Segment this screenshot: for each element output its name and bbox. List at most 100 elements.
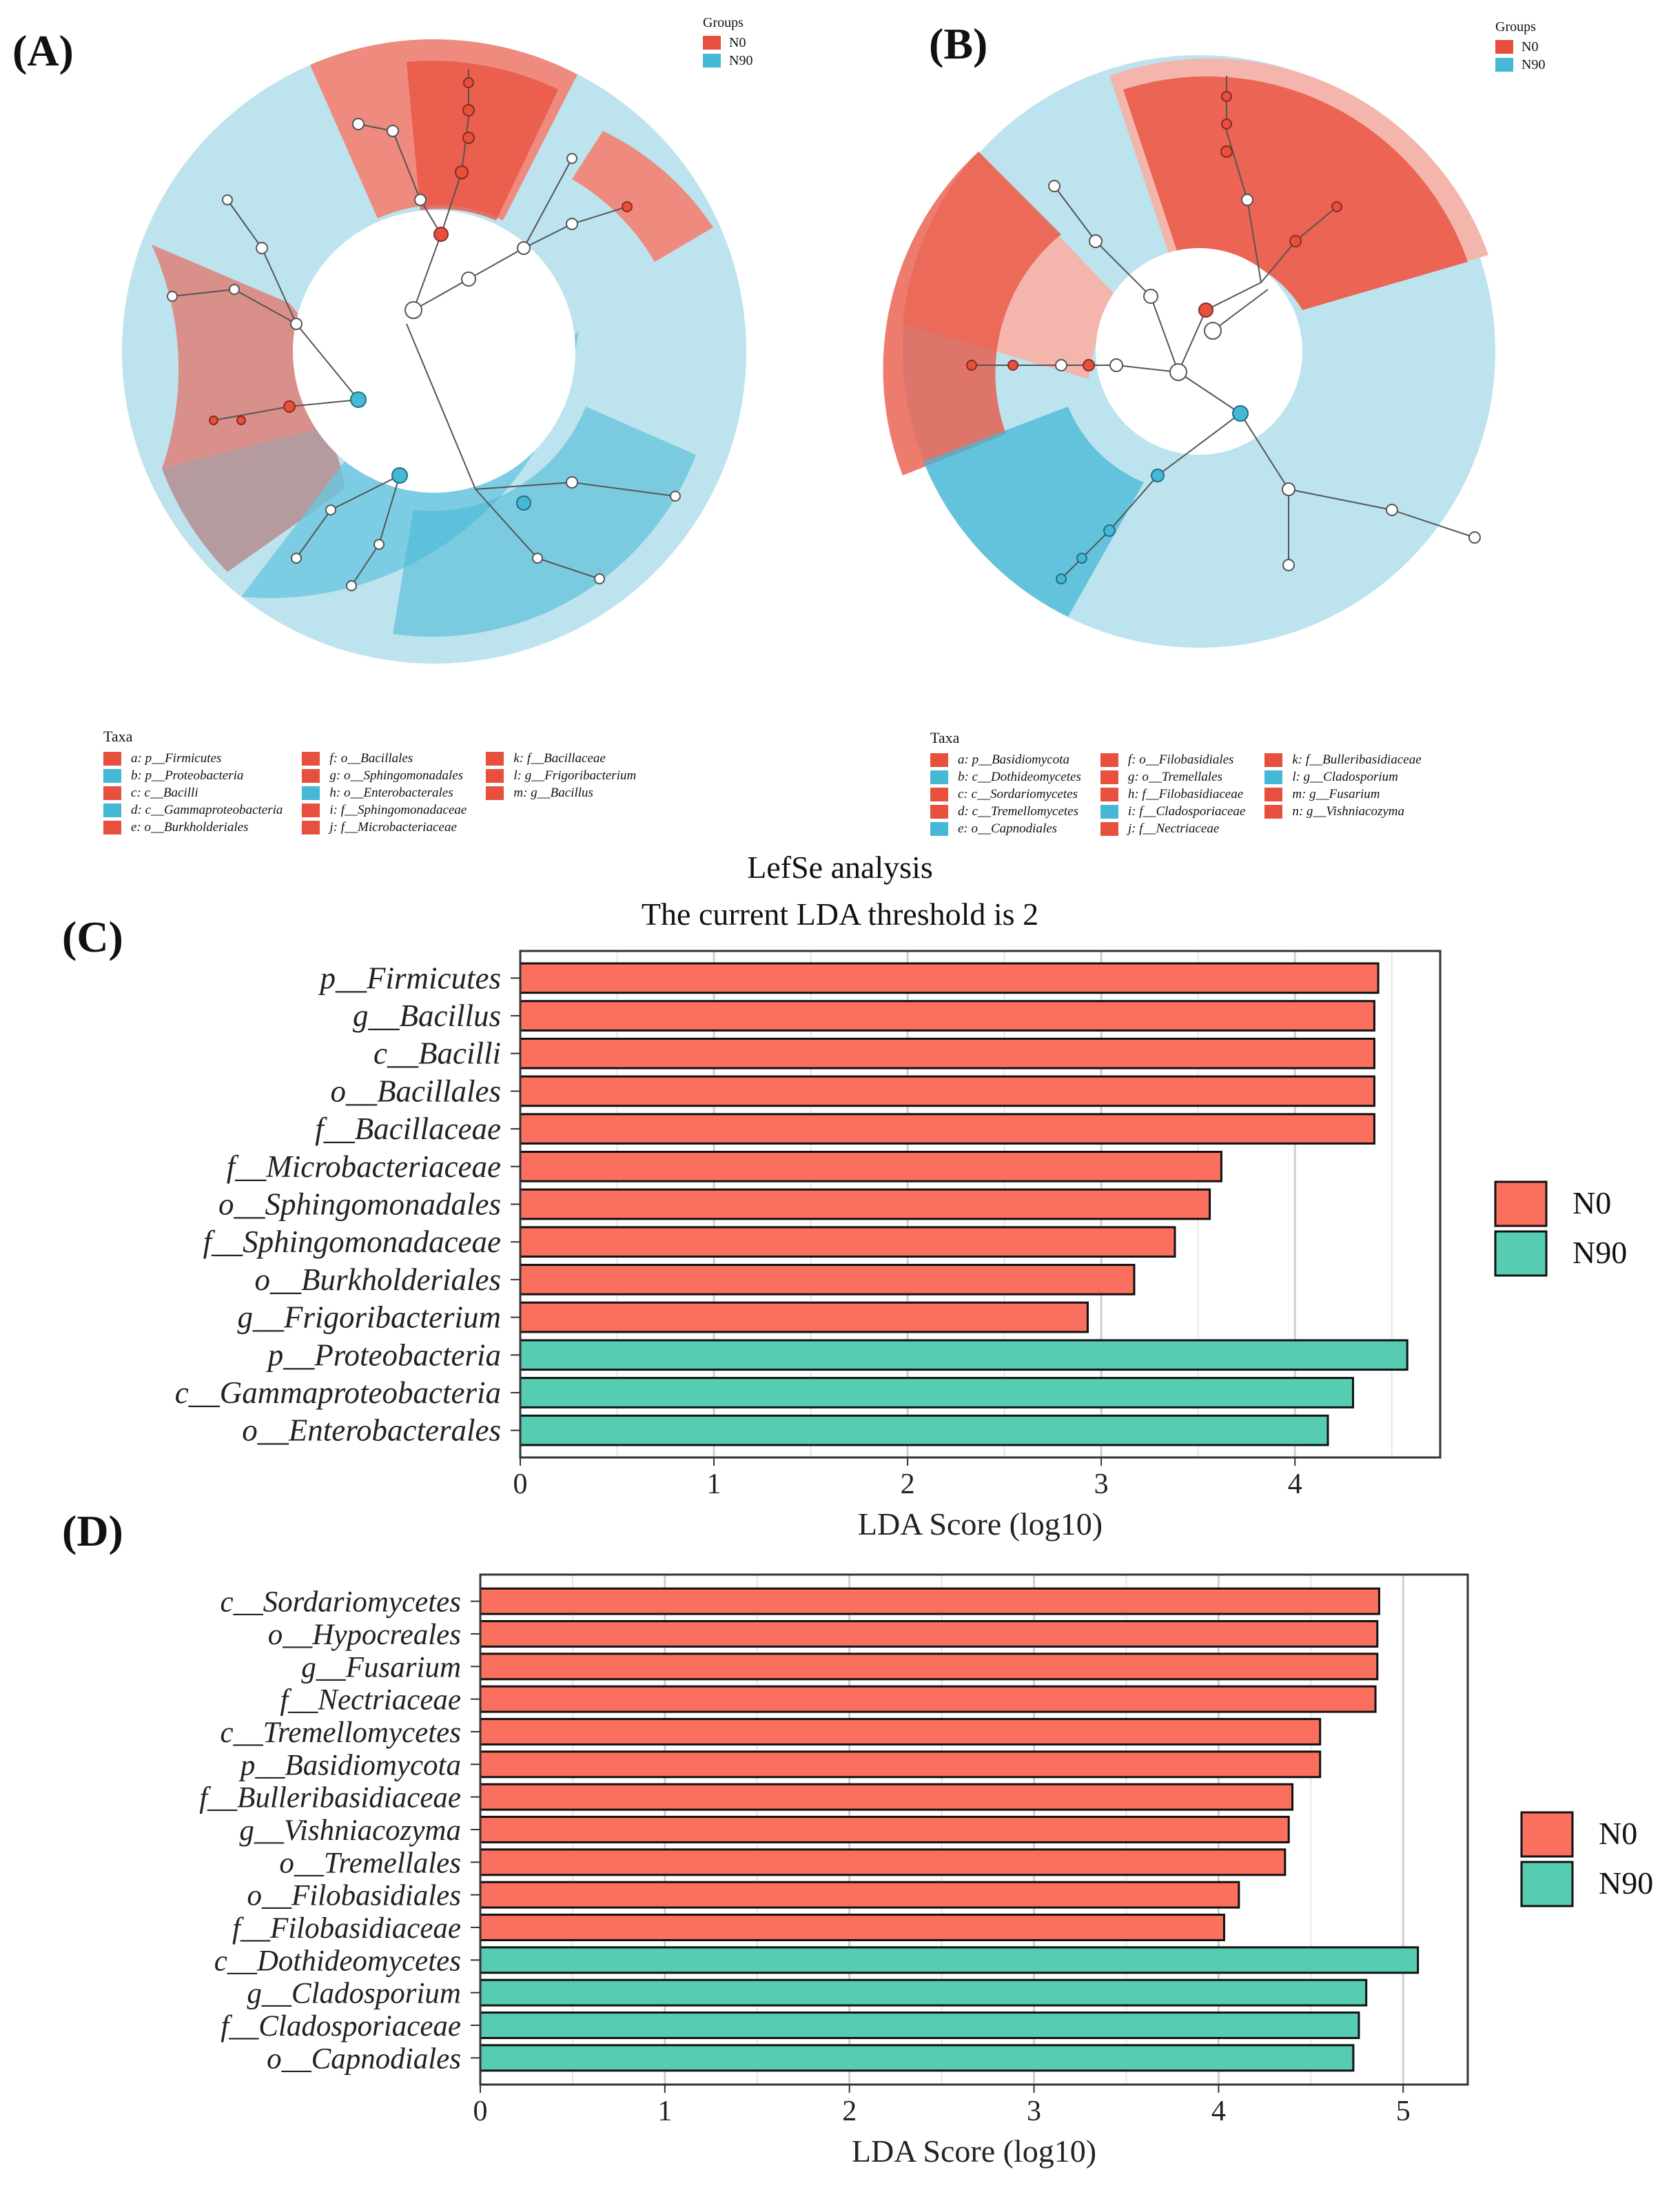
taxa-swatch bbox=[302, 786, 320, 800]
taxa-label: i: f__Sphingomonadaceae bbox=[329, 802, 467, 817]
taxa-swatch bbox=[302, 820, 320, 835]
y-tick-label: c__Gammaproteobacteria bbox=[175, 1375, 501, 1410]
taxa-swatch bbox=[1100, 804, 1118, 819]
legend-label-N0: N0 bbox=[1573, 1185, 1611, 1220]
taxa-swatch bbox=[1264, 753, 1283, 767]
groups-legend-b: Groups N0 N90 bbox=[1495, 19, 1545, 74]
clado-b-hole bbox=[1096, 248, 1302, 455]
clado-a-hole bbox=[293, 210, 575, 493]
groups-legend-a-n90-label: N90 bbox=[729, 52, 753, 68]
swatch-n90 bbox=[703, 54, 721, 68]
x-tick-label: 1 bbox=[707, 1468, 721, 1500]
legend-swatch-N0 bbox=[1520, 1811, 1574, 1858]
y-tick-label: g__Cladosporium bbox=[247, 1978, 461, 2010]
x-tick-label: 5 bbox=[1396, 2096, 1411, 2127]
taxa-label: l: g__Cladosporium bbox=[1292, 769, 1398, 784]
taxa-label: h: o__Enterobacterales bbox=[329, 785, 453, 800]
taxa-swatch bbox=[1100, 821, 1118, 836]
swatch-n90 bbox=[1495, 58, 1513, 72]
bar-p__Proteobacteria bbox=[519, 1339, 1408, 1371]
bar-o__Hypocreales bbox=[479, 1620, 1379, 1648]
panel-label-c: (C) bbox=[62, 912, 123, 961]
x-axis-label: LDA Score (log10) bbox=[858, 1506, 1103, 1542]
taxa-item: g: o__Tremellales bbox=[1100, 768, 1245, 786]
y-tick-label: c__Sordariomycetes bbox=[221, 1586, 461, 1619]
cladogram-b bbox=[883, 55, 1495, 648]
taxa-column: k: f__Bulleribasidiaceae l: g__Cladospori… bbox=[1264, 751, 1422, 837]
taxa-swatch bbox=[103, 768, 121, 783]
taxa-item: i: f__Sphingomonadaceae bbox=[302, 801, 467, 819]
y-tick-label: g__Bacillus bbox=[353, 999, 501, 1033]
swatch-n0 bbox=[1495, 40, 1513, 54]
panel-label-a: (A) bbox=[12, 26, 74, 75]
bar-f__Bacillaceae bbox=[519, 1113, 1375, 1145]
bar-g__Cladosporium bbox=[479, 1978, 1368, 2007]
taxa-item: a: p__Firmicutes bbox=[103, 750, 283, 767]
bar-g__Fusarium bbox=[479, 1652, 1379, 1681]
y-tick-label: o__Enterobacterales bbox=[242, 1413, 501, 1448]
plot-border bbox=[479, 1573, 1469, 2086]
x-tick-label: 2 bbox=[842, 2096, 857, 2127]
bar-g__Frigoribacterium bbox=[519, 1301, 1089, 1333]
taxa-column: f: o__Bacillales g: o__Sphingomonadales h:… bbox=[302, 750, 467, 836]
groups-legend-b-title: Groups bbox=[1495, 19, 1536, 34]
y-tick-label: c__Tremellomycetes bbox=[221, 1717, 461, 1749]
taxa-label: k: f__Bulleribasidiaceae bbox=[1292, 752, 1422, 767]
y-tick-label: f__Bulleribasidiaceae bbox=[199, 1782, 461, 1814]
taxa-item: c: c__Bacilli bbox=[103, 784, 283, 801]
y-tick-label: o__Tremellales bbox=[279, 1847, 461, 1879]
panel-label-d: (D) bbox=[62, 1506, 123, 1555]
bar-o__Tremellales bbox=[479, 1848, 1287, 1876]
bar-f__Microbacteriaceae bbox=[519, 1150, 1222, 1183]
taxa-swatch bbox=[486, 768, 504, 783]
clado-a-sector-burk2 bbox=[162, 427, 345, 572]
taxa-swatch bbox=[930, 804, 948, 819]
groups-legend-a-n0-label: N0 bbox=[729, 34, 746, 50]
bar-o__Capnodiales bbox=[479, 2044, 1355, 2072]
y-tick-label: o__Filobasidiales bbox=[247, 1880, 461, 1912]
taxa-swatch bbox=[1264, 770, 1283, 784]
y-tick-label: o__Hypocreales bbox=[268, 1619, 461, 1651]
groups-legend-b-n0-label: N0 bbox=[1522, 39, 1539, 54]
bar-o__Bacillales bbox=[519, 1075, 1375, 1107]
taxa-legend-b-title: Taxa bbox=[930, 729, 960, 746]
bar-c__Tremellomycetes bbox=[479, 1718, 1322, 1746]
y-tick-label: p__Proteobacteria bbox=[266, 1338, 501, 1372]
taxa-column: a: p__Firmicutes b: p__Proteobacteria c: c… bbox=[103, 750, 283, 836]
taxa-item: h: o__Enterobacterales bbox=[302, 784, 467, 801]
y-tick-label: f__Microbacteriaceae bbox=[227, 1149, 501, 1184]
y-tick-label: f__Bacillaceae bbox=[315, 1112, 501, 1146]
taxa-label: c: c__Sordariomycetes bbox=[958, 786, 1078, 801]
bar-o__Burkholderiales bbox=[519, 1264, 1136, 1296]
y-tick-label: o__Sphingomonadales bbox=[218, 1187, 501, 1222]
lda-chart-c: p__Firmicutes g__Bacillusc__Bacillio__Bac… bbox=[175, 950, 1627, 1542]
taxa-legend-b: Taxa a: p__Basidiomycota b: c__Dothideomy… bbox=[930, 729, 1441, 837]
taxa-column: k: f__Bacillaceae l: g__Frigoribacterium m… bbox=[486, 750, 636, 836]
taxa-swatch bbox=[930, 821, 948, 836]
lda-chart-d: c__Sordariomyceteso__Hypocrealesg__Fusar… bbox=[199, 1573, 1653, 2169]
bar-c__Bacilli bbox=[519, 1037, 1375, 1069]
taxa-item: l: g__Frigoribacterium bbox=[486, 767, 636, 784]
taxa-swatch bbox=[1264, 804, 1283, 819]
taxa-legend-b-columns: a: p__Basidiomycota b: c__Dothideomycetes… bbox=[930, 751, 1441, 837]
taxa-swatch bbox=[302, 803, 320, 817]
bar-c__Dothideomycetes bbox=[479, 1946, 1420, 1974]
taxa-swatch bbox=[1100, 787, 1118, 801]
y-tick-label: c__Dothideomycetes bbox=[214, 1945, 461, 1977]
bar-f__Sphingomonadaceae bbox=[519, 1226, 1176, 1258]
taxa-item: j: f__Nectriaceae bbox=[1100, 820, 1245, 837]
y-tick-label: f__Filobasidiaceae bbox=[232, 1912, 461, 1945]
taxa-item: n: g__Vishniacozyma bbox=[1264, 803, 1421, 820]
taxa-legend-a-title: Taxa bbox=[103, 728, 133, 745]
taxa-swatch bbox=[1100, 753, 1118, 767]
taxa-label: m: g__Fusarium bbox=[1292, 786, 1380, 801]
taxa-column: a: p__Basidiomycota b: c__Dothideomycetes… bbox=[930, 751, 1081, 837]
x-tick-label: 0 bbox=[473, 2096, 488, 2127]
taxa-swatch bbox=[302, 768, 320, 783]
taxa-swatch bbox=[930, 753, 948, 767]
groups-legend-a: Groups N0 N90 bbox=[703, 15, 752, 70]
x-tick-label: 0 bbox=[513, 1468, 528, 1500]
clado-a-sector-entero bbox=[393, 407, 696, 637]
y-tick-label: p__Firmicutes bbox=[318, 961, 501, 995]
y-tick-label: c__Bacilli bbox=[373, 1036, 501, 1071]
